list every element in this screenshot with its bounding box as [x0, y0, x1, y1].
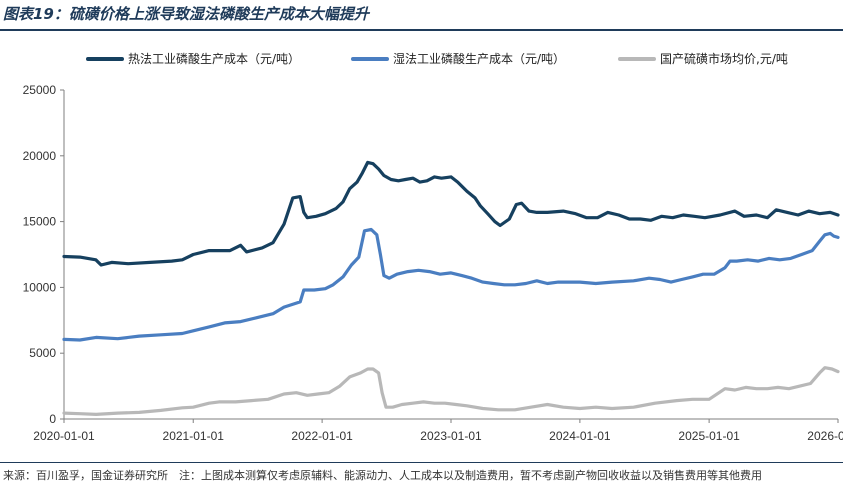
- chart-series: [62, 160, 840, 416]
- chart-axes: 0 5000 10000 15000 20000 25000 2020-01-01 2021-…: [23, 83, 843, 443]
- x-tick-label: 2024-01-01: [549, 429, 611, 443]
- figure-title: 图表19：硫磺价格上涨导致湿法磷酸生产成本大幅提升: [3, 5, 369, 23]
- x-tick-label: 2023-01-01: [420, 429, 482, 443]
- series-line-1: [62, 160, 840, 267]
- legend-label-3: 国产硫磺市场均价,元/吨: [660, 51, 788, 66]
- chart-legend: 热法工业磷酸生产成本（元/吨） 湿法工业磷酸生产成本（元/吨） 国产硫磺市场均价,元…: [86, 51, 788, 66]
- series-line-2: [62, 227, 840, 342]
- legend-label-2: 湿法工业磷酸生产成本（元/吨）: [393, 51, 565, 66]
- y-tick-label: 10000: [23, 280, 57, 294]
- x-tick-label: 2020-01-01: [33, 429, 95, 443]
- legend-label-1: 热法工业磷酸生产成本（元/吨）: [128, 51, 300, 66]
- line-chart: 热法工业磷酸生产成本（元/吨） 湿法工业磷酸生产成本（元/吨） 国产硫磺市场均价,元…: [23, 51, 843, 443]
- y-tick-label: 0: [49, 412, 56, 426]
- y-tick-label: 15000: [23, 215, 57, 229]
- title-divider: [0, 29, 843, 31]
- y-tick-label: 20000: [23, 149, 57, 163]
- source-note: 来源：百川盈孚，国金证券研究所 注：上图成本测算仅考虑原辅料、能源动力、人工成本…: [3, 469, 762, 482]
- source-divider: [0, 462, 843, 463]
- y-tick-label: 25000: [23, 83, 57, 97]
- x-tick-label: 2022-01-01: [291, 429, 353, 443]
- x-tick-label: 2025-01-01: [678, 429, 740, 443]
- y-tick-label: 5000: [29, 346, 56, 360]
- x-tick-label: 2026-01-01: [807, 429, 843, 443]
- series-line-3: [62, 366, 840, 416]
- x-tick-label: 2021-01-01: [163, 429, 225, 443]
